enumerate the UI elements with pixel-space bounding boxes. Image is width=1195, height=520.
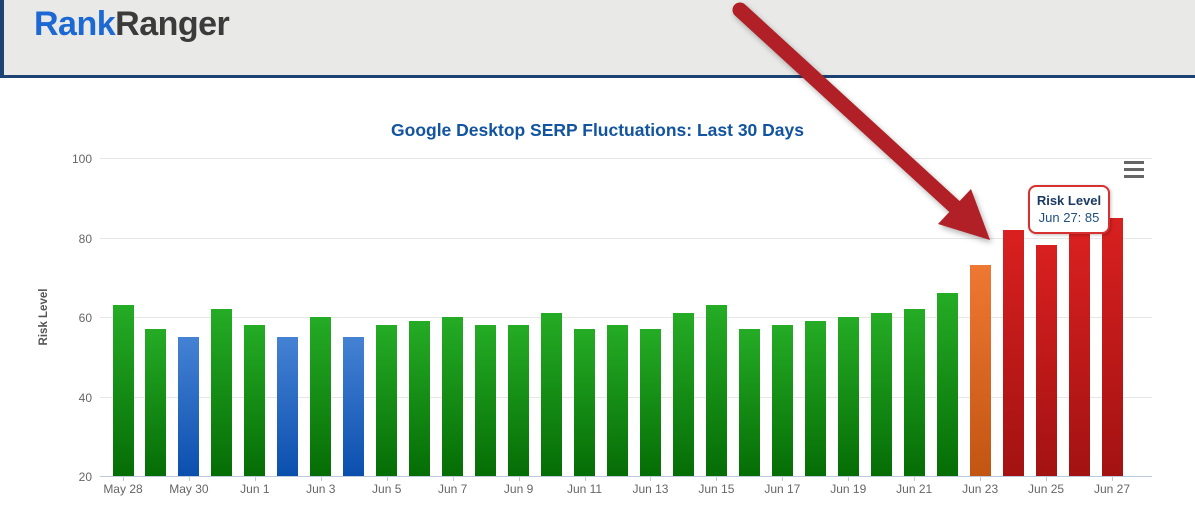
- x-tick: [716, 476, 718, 481]
- chart-tooltip: Risk Level Jun 27: 85: [1028, 185, 1110, 234]
- bar-May-28[interactable]: [112, 305, 134, 476]
- x-tick-label-Jun-5: Jun 5: [372, 482, 402, 496]
- bar-Jun-8[interactable]: [475, 324, 497, 476]
- x-tick: [1046, 476, 1048, 481]
- y-tick-label-40: 40: [78, 390, 92, 405]
- bar-Jun-24[interactable]: [1002, 229, 1024, 476]
- x-tick-label-Jun-7: Jun 7: [437, 482, 468, 496]
- bar-Jun-18[interactable]: [804, 320, 826, 476]
- bar-Jun-3[interactable]: [310, 317, 332, 476]
- bar-Jun-9[interactable]: [508, 324, 530, 476]
- bar-Jun-4[interactable]: [343, 336, 365, 476]
- x-tick-label-Jun-23: Jun 23: [962, 482, 999, 496]
- tooltip-series-name: Risk Level: [1036, 193, 1102, 208]
- x-tick-label-Jun-1: Jun 1: [240, 482, 270, 496]
- app-header: RankRanger: [0, 0, 1195, 78]
- bar-Jun-5[interactable]: [376, 324, 398, 476]
- y-tick-label-80: 80: [78, 231, 92, 246]
- header-left-accent: [0, 0, 4, 78]
- x-tick-label-Jun-21: Jun 21: [896, 482, 933, 496]
- x-tick-label-Jun-9: Jun 9: [503, 482, 534, 496]
- x-tick-label-Jun-19: Jun 19: [830, 482, 867, 496]
- bar-Jun-23[interactable]: [969, 265, 991, 476]
- x-tick-label-Jun-15: Jun 15: [698, 482, 735, 496]
- bar-Jun-1[interactable]: [244, 324, 266, 476]
- x-tick: [386, 476, 388, 481]
- bar-Jun-26[interactable]: [1068, 233, 1090, 476]
- x-tick: [782, 476, 784, 481]
- x-tick: [320, 476, 322, 481]
- x-tick: [650, 476, 652, 481]
- chart-menu-icon[interactable]: [1124, 161, 1144, 178]
- bar-Jun-20[interactable]: [870, 313, 892, 476]
- x-tick-label-Jun-17: Jun 17: [764, 482, 801, 496]
- plot-area: Risk Level 20 40 60 80 100 May 28 May 30 Jun 1 J…: [38, 152, 1152, 496]
- hamburger-bar: [1124, 174, 1144, 178]
- gridline-100: [100, 158, 1152, 159]
- bar-Jun-25[interactable]: [1035, 245, 1057, 476]
- x-tick-label-Jun-3: Jun 3: [306, 482, 336, 496]
- bar-Jun-19[interactable]: [837, 317, 859, 476]
- y-tick-label-100: 100: [71, 152, 92, 166]
- x-tick-label-May-30: May 30: [169, 482, 209, 496]
- bar-May-31[interactable]: [211, 309, 233, 476]
- bar-Jun-7[interactable]: [442, 317, 464, 476]
- bar-May-30[interactable]: [178, 336, 200, 476]
- bar-Jun-11[interactable]: [574, 328, 596, 476]
- y-tick-label-60: 60: [78, 311, 92, 325]
- bar-Jun-22[interactable]: [936, 293, 958, 476]
- chart-title: Google Desktop SERP Fluctuations: Last 3…: [391, 120, 804, 140]
- x-tick: [123, 476, 124, 481]
- bar-Jun-27[interactable]: [1101, 217, 1123, 476]
- hamburger-bar: [1124, 161, 1144, 165]
- hamburger-bar: [1124, 167, 1144, 172]
- x-tick: [914, 476, 916, 481]
- gridline-80: [100, 237, 1152, 239]
- x-tick-label-Jun-13: Jun 13: [632, 482, 669, 496]
- bar-Jun-14[interactable]: [672, 313, 694, 476]
- x-axis-line: [100, 476, 1152, 477]
- bar-Jun-10[interactable]: [541, 313, 563, 476]
- x-tick-label-Jun-25: Jun 25: [1028, 482, 1065, 496]
- x-tick-label-Jun-11: Jun 11: [566, 482, 603, 496]
- bar-Jun-12[interactable]: [607, 324, 628, 476]
- bar-Jun-15[interactable]: [705, 305, 727, 476]
- x-tick: [452, 476, 454, 481]
- bar-Jun-2[interactable]: [277, 336, 299, 476]
- y-tick-label-20: 20: [78, 470, 92, 484]
- x-tick: [254, 476, 256, 481]
- x-tick: [584, 476, 586, 481]
- bar-Jun-6[interactable]: [409, 320, 431, 476]
- x-tick: [518, 476, 520, 481]
- x-tick: [848, 476, 850, 481]
- tooltip-point-value: Jun 27: 85: [1038, 210, 1100, 225]
- x-tick: [1112, 476, 1113, 481]
- logo-text-ranger: Ranger: [115, 5, 230, 43]
- bar-Jun-16[interactable]: [738, 328, 760, 476]
- bar-May-29[interactable]: [145, 328, 167, 476]
- rankranger-logo[interactable]: RankRanger: [34, 4, 230, 44]
- bar-Jun-21[interactable]: [903, 309, 925, 476]
- bar-Jun-17[interactable]: [771, 324, 793, 476]
- bar-Jun-13[interactable]: [639, 328, 661, 476]
- x-tick-label-May-28: May 28: [103, 482, 143, 496]
- x-tick: [188, 476, 190, 481]
- gridline-60: [100, 317, 1152, 318]
- x-tick: [980, 476, 982, 481]
- x-tick-label-Jun-27: Jun 27: [1093, 482, 1131, 496]
- logo-text-rank: Rank: [34, 5, 116, 43]
